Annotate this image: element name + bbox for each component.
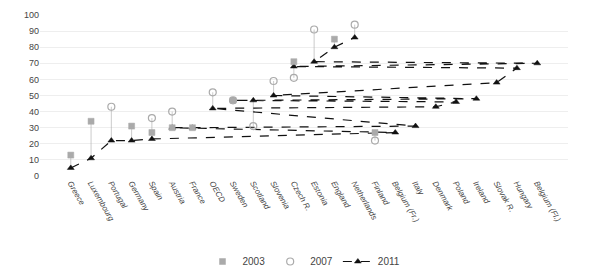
svg-text:Greece: Greece — [66, 180, 87, 208]
svg-text:90: 90 — [29, 26, 39, 36]
svg-text:2003: 2003 — [243, 256, 266, 267]
svg-text:40: 40 — [29, 107, 39, 117]
svg-text:70: 70 — [29, 58, 39, 68]
svg-text:0: 0 — [34, 171, 39, 181]
svg-text:2011: 2011 — [378, 256, 400, 267]
svg-text:Sweden: Sweden — [228, 180, 251, 210]
svg-text:Germany: Germany — [126, 180, 151, 214]
svg-text:Slovak R.: Slovak R. — [491, 180, 516, 214]
svg-text:Spain: Spain — [147, 180, 165, 203]
svg-text:Belgium (Fl.): Belgium (Fl.) — [532, 180, 563, 224]
svg-text:50: 50 — [29, 91, 39, 101]
svg-text:England: England — [329, 180, 352, 210]
svg-text:20: 20 — [29, 139, 39, 149]
svg-text:Finland: Finland — [370, 180, 391, 208]
svg-text:Hungary: Hungary — [512, 180, 535, 212]
svg-text:10: 10 — [29, 155, 39, 165]
svg-text:Austria: Austria — [166, 179, 187, 206]
svg-text:Scotland: Scotland — [248, 180, 272, 212]
svg-text:Ireland: Ireland — [471, 180, 491, 206]
svg-text:Slovenia: Slovenia — [268, 180, 291, 212]
svg-text:Italy: Italy — [410, 180, 426, 198]
svg-text:80: 80 — [29, 42, 39, 52]
svg-text:30: 30 — [29, 123, 39, 133]
svg-text:60: 60 — [29, 75, 39, 85]
svg-text:Denmark: Denmark — [431, 180, 456, 213]
svg-text:2007: 2007 — [310, 256, 333, 267]
svg-text:OECD: OECD — [208, 180, 227, 205]
svg-text:Estonia: Estonia — [309, 180, 330, 208]
svg-text:100: 100 — [24, 10, 39, 20]
svg-text:Belgium (Fr.): Belgium (Fr.) — [390, 180, 421, 225]
svg-text:Poland: Poland — [451, 180, 472, 207]
svg-text:Czech R.: Czech R. — [289, 180, 313, 213]
svg-text:France: France — [187, 180, 208, 207]
svg-text:Portugal: Portugal — [106, 180, 129, 210]
svg-text:Luxembourg: Luxembourg — [86, 180, 116, 223]
svg-text:Netherlands: Netherlands — [350, 180, 379, 222]
